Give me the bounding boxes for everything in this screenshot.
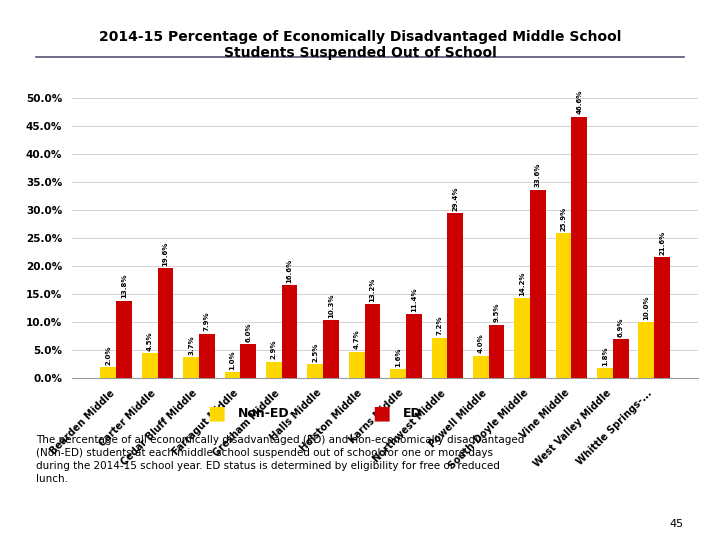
- Bar: [473, 355, 489, 378]
- Bar: [266, 362, 282, 378]
- Text: 4.5%: 4.5%: [147, 331, 153, 350]
- Text: 2.5%: 2.5%: [312, 342, 318, 362]
- Text: 4.7%: 4.7%: [354, 329, 360, 349]
- Text: 7.9%: 7.9%: [204, 312, 210, 332]
- Text: 7.2%: 7.2%: [436, 316, 442, 335]
- Bar: [364, 304, 380, 378]
- Bar: [639, 322, 654, 378]
- Bar: [447, 213, 463, 378]
- Text: 11.4%: 11.4%: [410, 287, 417, 312]
- Text: 2.0%: 2.0%: [105, 345, 112, 364]
- Text: 9.5%: 9.5%: [493, 303, 500, 322]
- Text: Students Suspended Out of School: Students Suspended Out of School: [224, 46, 496, 60]
- Bar: [307, 364, 323, 378]
- Text: 16.6%: 16.6%: [287, 259, 292, 282]
- Text: 21.6%: 21.6%: [659, 231, 665, 255]
- Text: 2014-15 Percentage of Economically Disadvantaged Middle School: 2014-15 Percentage of Economically Disad…: [99, 30, 621, 44]
- Text: 46.6%: 46.6%: [576, 90, 582, 114]
- Text: 25.9%: 25.9%: [561, 206, 567, 231]
- Text: 45: 45: [670, 519, 684, 529]
- Bar: [654, 257, 670, 378]
- Text: 4.0%: 4.0%: [478, 334, 484, 353]
- Bar: [572, 117, 587, 378]
- Bar: [514, 299, 530, 378]
- Text: ED: ED: [403, 407, 422, 420]
- Text: 2.9%: 2.9%: [271, 340, 277, 360]
- Bar: [323, 320, 339, 378]
- Text: 6.0%: 6.0%: [246, 322, 251, 342]
- Bar: [282, 285, 297, 378]
- Text: 14.2%: 14.2%: [519, 272, 525, 296]
- Text: 3.7%: 3.7%: [188, 335, 194, 355]
- Bar: [597, 368, 613, 378]
- Text: The percentage of all economically disadvantaged (ED) and non-economically disad: The percentage of all economically disad…: [36, 435, 524, 484]
- Text: 19.6%: 19.6%: [163, 241, 168, 266]
- Bar: [489, 325, 505, 378]
- Bar: [530, 190, 546, 378]
- Bar: [199, 334, 215, 378]
- Bar: [116, 301, 132, 378]
- Text: 1.0%: 1.0%: [230, 350, 235, 370]
- Bar: [390, 369, 406, 378]
- Text: 29.4%: 29.4%: [452, 186, 458, 211]
- Bar: [613, 339, 629, 378]
- Bar: [556, 233, 572, 378]
- Text: Non-ED: Non-ED: [238, 407, 289, 420]
- Text: 10.3%: 10.3%: [328, 294, 334, 318]
- Text: 6.9%: 6.9%: [618, 318, 624, 337]
- Bar: [184, 357, 199, 378]
- Bar: [240, 345, 256, 378]
- Text: 1.6%: 1.6%: [395, 347, 401, 367]
- Bar: [348, 352, 364, 378]
- Text: 33.6%: 33.6%: [535, 163, 541, 187]
- Bar: [158, 268, 174, 378]
- Text: 13.8%: 13.8%: [121, 274, 127, 299]
- Text: 1.8%: 1.8%: [602, 346, 608, 366]
- Bar: [142, 353, 158, 378]
- Text: 13.2%: 13.2%: [369, 278, 375, 302]
- Bar: [101, 367, 116, 378]
- Text: ■: ■: [207, 403, 225, 423]
- Bar: [431, 338, 447, 378]
- Text: ■: ■: [372, 403, 391, 423]
- Bar: [225, 373, 240, 378]
- Bar: [406, 314, 422, 378]
- Text: 10.0%: 10.0%: [644, 295, 649, 320]
